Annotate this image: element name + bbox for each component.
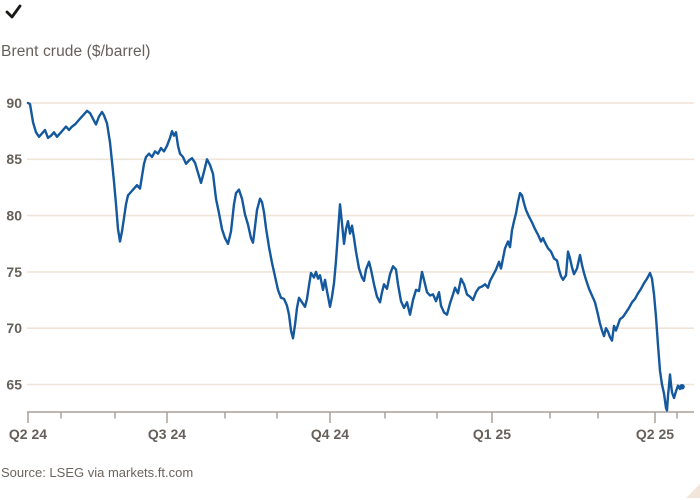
x-tick-label-q2-24: Q2 24 [9,426,47,442]
x-tick-label-q3-24: Q3 24 [148,426,186,442]
x-tick-label-q4-24: Q4 24 [311,426,349,442]
source-caption: Source: LSEG via markets.ft.com [1,465,194,480]
y-tick-label-80: 80 [6,208,22,224]
resize-corner-triangle [686,484,700,498]
x-tick-label-q1-25: Q1 25 [473,426,511,442]
chart-title: Brent crude ($/barrel) [1,43,151,60]
y-tick-label-75: 75 [6,264,22,280]
y-tick-label-65: 65 [6,376,22,392]
y-tick-label-85: 85 [6,151,22,167]
x-tick-label-q2-25: Q2 25 [636,426,674,442]
y-tick-label-70: 70 [6,320,22,336]
last-price-dot [679,383,685,390]
y-tick-label-90: 90 [6,95,22,111]
brent-price-line [26,101,684,412]
checkmark-icon [5,4,22,19]
